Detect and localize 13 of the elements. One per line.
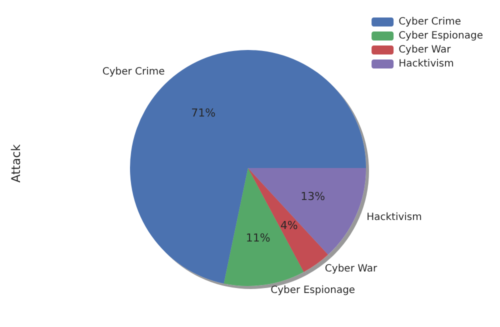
data-label: 11% xyxy=(246,232,270,245)
data-label: 4% xyxy=(280,219,298,232)
data-label: 13% xyxy=(300,190,326,203)
data-label: 71% xyxy=(191,106,216,120)
text: Attack xyxy=(9,144,23,183)
legend-label: Cyber Espionage xyxy=(398,30,484,42)
slice-label: Cyber War xyxy=(324,264,378,275)
legend-label: Cyber Crime xyxy=(398,16,462,28)
legend-label: Cyber War xyxy=(398,44,452,56)
slice-label: Cyber Espionage xyxy=(270,285,356,296)
slice-label: Cyber Crime xyxy=(102,66,165,78)
legend-label: Hacktivism xyxy=(398,58,454,70)
slice-label: Hacktivism xyxy=(366,212,422,224)
